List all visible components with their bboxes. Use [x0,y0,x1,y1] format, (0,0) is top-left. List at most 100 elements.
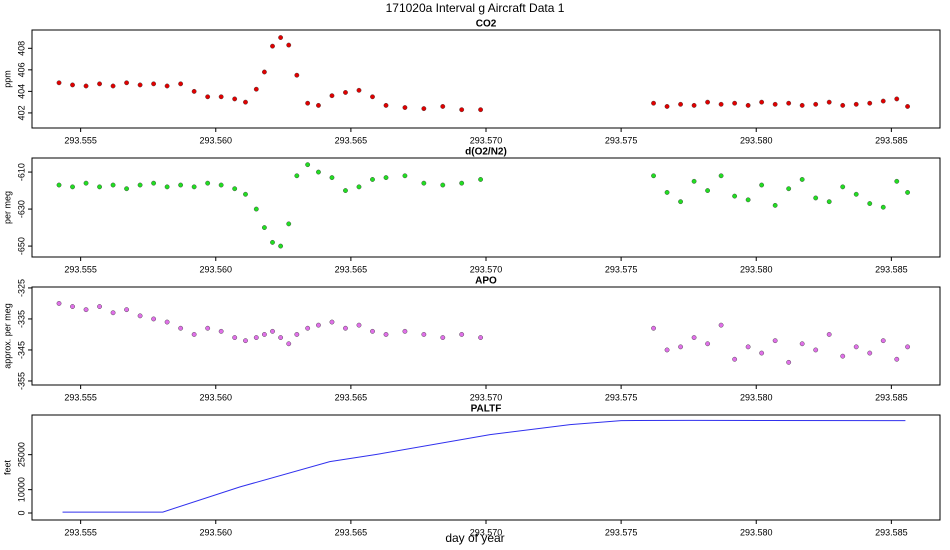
point [880,98,886,104]
x-tick-label: 293.580 [740,264,773,274]
point [732,100,738,106]
point [894,96,900,102]
point [651,325,656,331]
point [402,105,408,110]
point [232,335,238,340]
y-tick-label: 10000 [16,477,26,502]
y-tick-label: 408 [16,41,26,56]
x-tick-label: 293.585 [875,135,908,145]
x-tick-label: 293.570 [470,264,503,274]
y-tick-label: 0 [16,510,26,515]
point [732,193,738,199]
plot-frame [31,29,941,129]
y-tick-label: -345 [16,341,26,359]
point [253,335,259,340]
point [691,178,697,184]
point [164,319,170,325]
point [270,328,275,334]
x-tick-label: 293.565 [335,135,368,145]
point [151,81,157,87]
x-tick-label: 293.570 [470,392,503,402]
x-tick-label: 293.560 [199,135,232,145]
point [316,102,321,108]
point [56,80,62,86]
y-tick-label: -610 [16,163,26,181]
point [253,86,259,92]
point [678,344,683,350]
point [343,90,348,95]
x-tick-label: 293.565 [335,264,368,274]
point [772,101,778,107]
point [786,100,792,106]
point [316,322,321,328]
x-tick-label: 293.580 [740,135,773,145]
x-tick-label: 293.555 [64,527,97,537]
point [178,325,184,331]
point [286,221,292,227]
y-tick-label: 404 [16,84,26,99]
plot-frame [31,286,941,386]
point [205,94,211,100]
x-tick-label: 293.555 [64,135,97,145]
point [478,177,483,182]
point [691,102,697,108]
point [294,72,300,78]
point [651,100,656,106]
y-axis-label: feet [2,459,12,475]
point [178,81,184,87]
point [880,338,886,344]
y-tick-label: 402 [16,105,26,120]
point [440,335,446,340]
point [718,322,724,328]
point [278,335,284,340]
x-axis-label: day of year [445,531,504,545]
point [243,99,248,105]
point [205,325,211,331]
point [205,180,211,186]
x-tick-label: 293.560 [199,392,232,402]
point [745,344,751,350]
point [718,173,724,179]
point [459,180,465,186]
point [110,83,116,89]
point [218,328,224,334]
y-tick-label: -335 [16,310,26,328]
point [402,173,408,179]
point [786,186,792,192]
point [70,82,75,88]
point [191,88,197,94]
point [124,307,129,313]
point [370,94,375,100]
x-tick-label: 293.565 [335,527,368,537]
point [840,353,846,359]
chart-title: 171020a Interval g Aircraft Data 1 [386,1,565,15]
y-tick-label: 25000 [16,442,26,467]
x-tick-label: 293.575 [605,392,638,402]
point [218,94,224,100]
point [867,100,873,106]
point [316,169,321,175]
x-tick-label: 293.570 [470,135,503,145]
point [718,101,724,107]
point [191,332,197,337]
line [62,419,906,513]
point [356,87,362,93]
x-tick-label: 293.555 [64,392,97,402]
point [853,344,859,350]
point [402,328,408,334]
point [164,83,170,89]
x-tick-label: 293.585 [875,264,908,274]
point [853,191,859,197]
point [440,182,446,188]
point [813,101,819,107]
point [356,322,362,328]
point [664,347,670,353]
point [97,184,102,190]
point [370,177,375,182]
x-tick-label: 293.580 [740,527,773,537]
point [253,206,259,212]
x-tick-label: 293.580 [740,392,773,402]
plot-frame [31,157,941,258]
point [772,202,778,208]
